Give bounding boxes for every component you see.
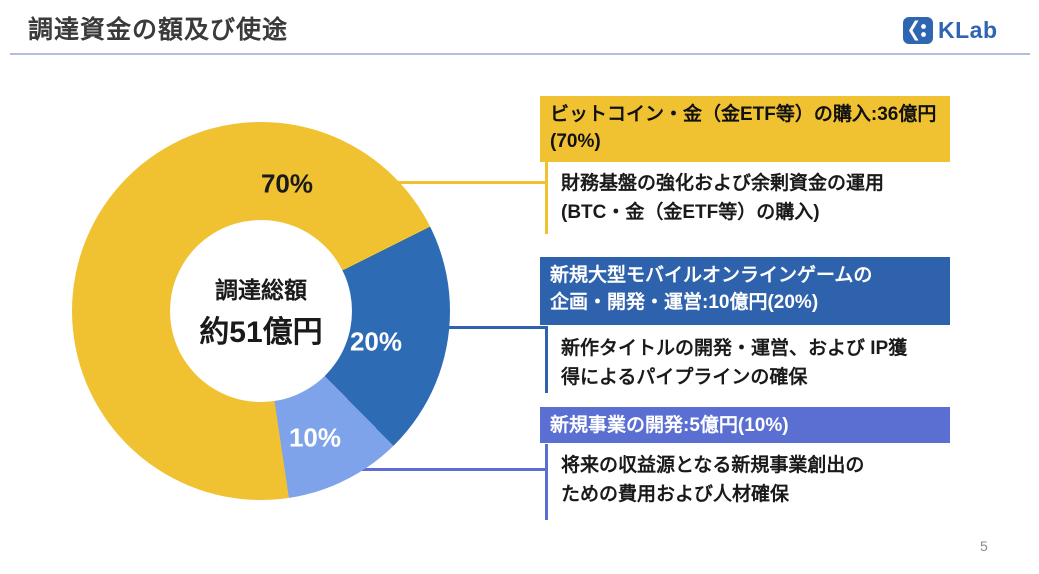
callout-heading-line: 新規事業の開発:5億円(10%) xyxy=(550,415,789,436)
callout-heading-line: 新規大型モバイルオンラインゲームの xyxy=(550,265,873,286)
connector-line-70 xyxy=(380,181,548,184)
segment-label-20: 20% xyxy=(349,326,403,357)
page-title: 調達資金の額及び使途 xyxy=(28,16,289,44)
total-amount: 約51億円 xyxy=(199,316,323,349)
page-number: 5 xyxy=(980,538,988,554)
callout-desc-new-business: 将来の収益源となる新規事業創出の ための費用および人材確保 xyxy=(545,444,950,520)
callout-desc-bitcoin-gold: 財務基盤の強化および余剰資金の運用 (BTC・金（金ETF等）の購入) xyxy=(545,162,950,234)
callout-heading-bitcoin-gold: ビットコイン・金（金ETF等）の購入:36億円 (70%) xyxy=(540,96,950,162)
callout-desc-mobile-game: 新作タイトルの開発・運営、および IP獲 得によるパイプラインの確保 xyxy=(545,327,950,393)
connector-line-10 xyxy=(330,468,548,471)
title-underline xyxy=(10,53,1030,55)
callout-desc-line: 新作タイトルの開発・運営、および IP獲 xyxy=(561,338,908,359)
callout-desc-line: ための費用および人材確保 xyxy=(561,484,790,505)
donut-chart: 70% 20% 10% 調達総額 約51億円 xyxy=(72,122,450,500)
klab-logo-text: KLab xyxy=(938,17,998,43)
klab-controller-icon xyxy=(903,17,933,44)
callout-desc-line: 将来の収益源となる新規事業創出の xyxy=(561,455,865,476)
callout-heading-new-business: 新規事業の開発:5億円(10%) xyxy=(540,407,950,443)
callout-heading-line: 企画・開発・運営:10億円(20%) xyxy=(550,292,819,313)
donut-hole: 調達総額 約51億円 xyxy=(170,220,352,402)
callout-heading-line: (70%) xyxy=(550,131,601,152)
donut-center-label: 調達総額 約51億円 xyxy=(199,271,322,351)
callout-heading-mobile-game: 新規大型モバイルオンラインゲームの 企画・開発・運営:10億円(20%) xyxy=(540,257,950,325)
segment-label-10: 10% xyxy=(288,422,342,453)
callout-desc-line: 得によるパイプラインの確保 xyxy=(561,367,808,388)
callout-desc-line: (BTC・金（金ETF等）の購入) xyxy=(561,202,820,223)
klab-logo: KLab xyxy=(903,17,998,44)
segment-label-70: 70% xyxy=(260,168,314,199)
total-caption: 調達総額 xyxy=(215,277,307,303)
callout-desc-line: 財務基盤の強化および余剰資金の運用 xyxy=(561,173,885,194)
callout-heading-line: ビットコイン・金（金ETF等）の購入:36億円 xyxy=(550,104,937,125)
connector-line-20 xyxy=(425,326,548,329)
